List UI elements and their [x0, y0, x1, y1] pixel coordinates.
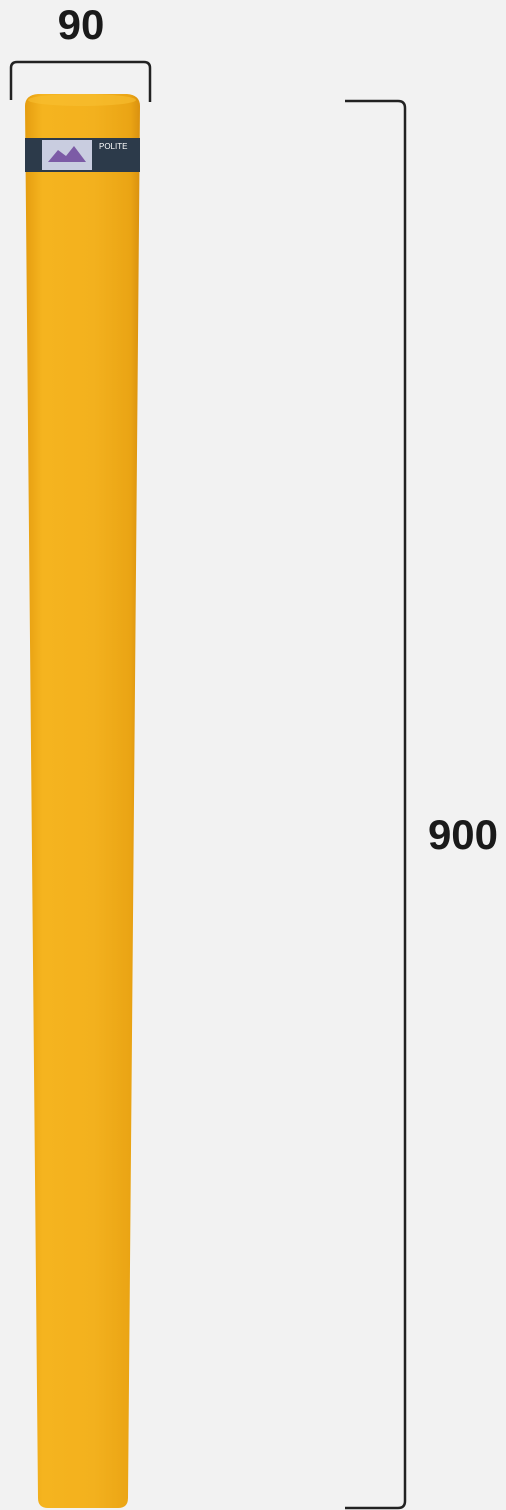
width-bracket [9, 60, 152, 102]
bollard-cap [28, 94, 136, 106]
sticker-text: POLITE [99, 142, 127, 151]
height-label: 900 [428, 811, 498, 858]
height-bracket [345, 99, 407, 1510]
sticker-logo-shape [48, 146, 86, 162]
width-label: 90 [58, 1, 105, 48]
bollard [25, 94, 140, 1508]
